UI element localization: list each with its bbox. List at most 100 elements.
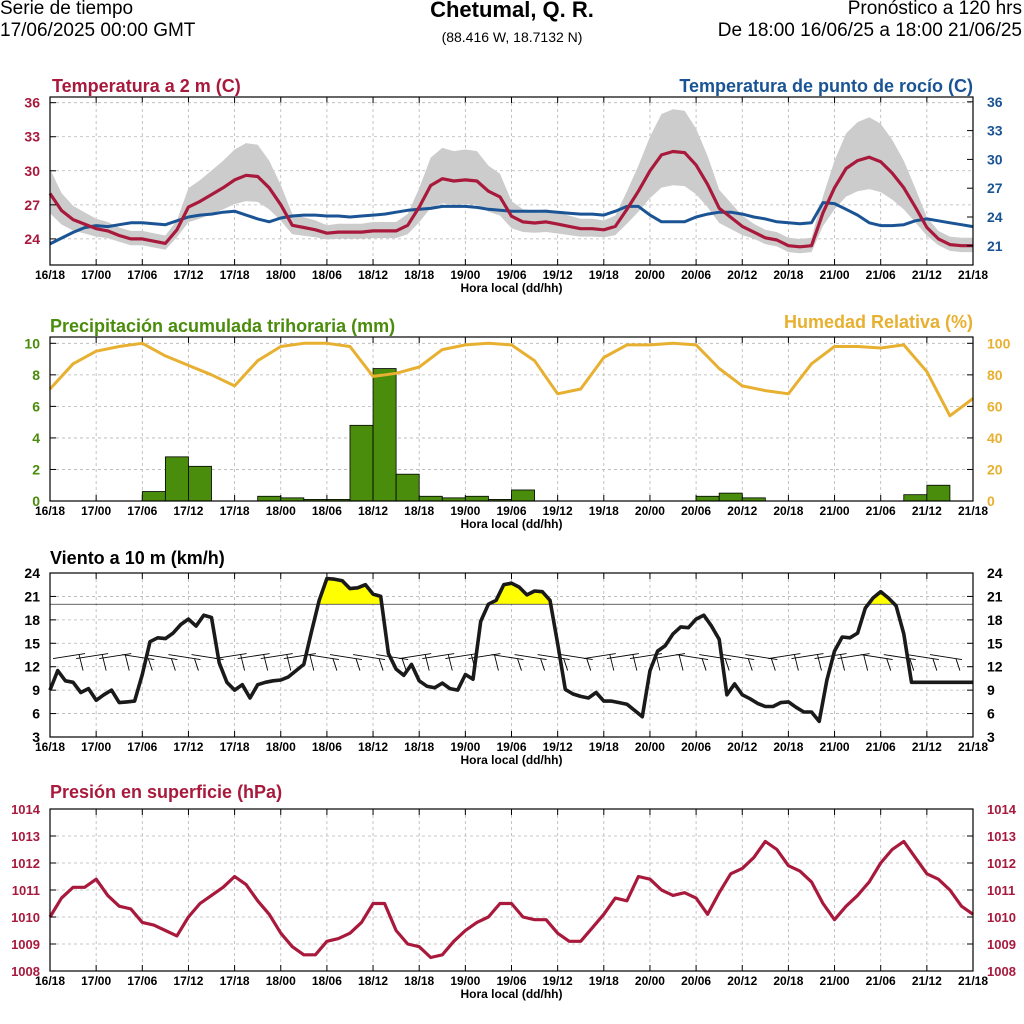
wind-barb-shaft — [237, 653, 270, 660]
wind-barb-shaft — [814, 653, 847, 660]
pressure-xtick-label: 21/18 — [958, 974, 988, 988]
temp-xtick-label: 20/12 — [727, 268, 757, 282]
wind-barb-shaft — [145, 654, 178, 661]
wind-barb-shaft — [929, 654, 962, 661]
wind-barb-shaft — [352, 654, 386, 661]
pressure-ytick-label-right: 1009 — [987, 937, 1016, 952]
precip-xtick-label: 20/18 — [773, 504, 803, 518]
precip-bar — [164, 456, 189, 502]
pressure-xtick-label: 21/00 — [820, 974, 850, 988]
wind-barb-flag — [932, 658, 938, 671]
precip-x-axis-label: Hora local (dd/hh) — [461, 517, 563, 531]
temperature-line — [48, 149, 973, 249]
wind-xtick-label: 17/06 — [127, 740, 157, 754]
wind-barb-shaft — [837, 653, 870, 660]
temp-xtick-label: 20/18 — [773, 268, 803, 282]
wind-barb-shaft — [583, 653, 616, 660]
pressure-ytick-label-left: 1012 — [11, 856, 40, 871]
temp-xtick-label: 19/18 — [589, 268, 619, 282]
wind-barb-shaft — [883, 654, 916, 661]
temperature-title: Temperatura a 2 m (C) — [52, 76, 241, 96]
pressure-xtick-label: 17/18 — [220, 974, 250, 988]
pressure-xtick-label: 20/18 — [773, 974, 803, 988]
forecast-period: De 18:00 16/06/25 a 18:00 21/06/25 — [717, 20, 1022, 41]
wind-ytick-label-right: 6 — [987, 706, 995, 722]
precip-ytick-label-right: 100 — [987, 335, 1011, 351]
wind-barb-shaft — [260, 653, 293, 660]
wind-xtick-label: 16/18 — [35, 740, 65, 754]
wind-ytick-label-right: 21 — [987, 588, 1003, 604]
wind-barb-shaft — [422, 653, 455, 660]
temp-xtick-label: 18/00 — [266, 268, 296, 282]
precip-bar — [257, 495, 282, 502]
temp-xtick-label: 20/00 — [635, 268, 665, 282]
precip-xtick-label: 19/12 — [543, 504, 573, 518]
pressure-xtick-label: 20/06 — [681, 974, 711, 988]
wind-xtick-label: 21/12 — [912, 740, 942, 754]
precip-xtick-label: 19/06 — [496, 504, 526, 518]
precip-bar — [188, 465, 212, 502]
wind-barb-flag — [517, 658, 522, 671]
wind-barb-shaft — [329, 654, 363, 661]
wind-barb-shaft — [906, 654, 939, 661]
precip-bar — [903, 494, 928, 502]
wind-ytick-label-left: 3 — [32, 729, 40, 745]
wind-barb-flag — [332, 658, 338, 671]
wind-barb-flag — [170, 658, 176, 671]
pressure-ytick-label-left: 1008 — [11, 964, 40, 979]
wind-barb-shaft — [860, 654, 893, 661]
precip-ytick-label-right: 40 — [987, 430, 1003, 446]
wind-barb-flag — [793, 654, 799, 671]
precip-bar — [395, 473, 420, 502]
pressure-xtick-label: 21/06 — [866, 974, 896, 988]
pressure-xtick-label: 19/00 — [450, 974, 480, 988]
wind-barb-shaft — [768, 653, 801, 660]
wind-ytick-label-left: 12 — [24, 659, 40, 675]
precip-xtick-label: 20/12 — [727, 504, 757, 518]
precip-xtick-label: 18/18 — [404, 504, 434, 518]
wind-xtick-label: 18/00 — [266, 740, 296, 754]
dewpoint-title: Temperatura de punto de rocío (C) — [679, 76, 973, 96]
wind-barb-shaft — [306, 654, 339, 661]
wind-barb-flag — [817, 654, 822, 671]
temp-xtick-label: 17/00 — [81, 268, 111, 282]
precip-ytick-label-left: 4 — [32, 430, 40, 446]
precip-bar — [349, 424, 374, 502]
pressure-ytick-label-right: 1011 — [987, 883, 1015, 898]
precip-bar — [418, 495, 443, 502]
wind-barb-flag — [955, 658, 961, 671]
temp-ytick-label-left: 33 — [24, 129, 40, 145]
wind-barb-flag — [124, 654, 130, 671]
wind-barb-shaft — [560, 654, 593, 661]
pressure-xtick-label: 17/00 — [81, 974, 111, 988]
pressure-xtick-label: 18/12 — [358, 974, 388, 988]
pressure-xtick-label: 18/18 — [404, 974, 434, 988]
wind-xtick-label: 18/06 — [312, 740, 342, 754]
wind-ytick-label-left: 18 — [24, 612, 40, 628]
wind-ytick-label-left: 15 — [24, 635, 40, 651]
humidity-title: Humedad Relativa (%) — [784, 312, 973, 332]
precip-ytick-label-left: 8 — [32, 367, 40, 383]
pressure-xtick-label: 17/06 — [127, 974, 157, 988]
wind-barb-flag — [632, 654, 638, 671]
page-title: Chetumal, Q. R. — [430, 0, 594, 22]
wind-xtick-label: 19/00 — [450, 740, 480, 754]
precip-title: Precipitación acumulada trihoraria (mm) — [50, 316, 395, 336]
wind-xtick-label: 20/00 — [635, 740, 665, 754]
wind-barb-flag — [840, 654, 845, 671]
wind-barb-flag — [401, 658, 407, 671]
precip-ytick-label-left: 2 — [32, 461, 40, 477]
wind-xtick-label: 17/00 — [81, 740, 111, 754]
wind-ytick-label-right: 24 — [987, 565, 1003, 581]
precip-ytick-label-right: 0 — [987, 493, 995, 509]
precip-xtick-label: 21/00 — [820, 504, 850, 518]
wind-barb-flag — [701, 658, 707, 671]
temp-ytick-label-left: 24 — [24, 231, 40, 247]
wind-barb-shaft — [491, 654, 524, 661]
humidity-line — [48, 341, 974, 418]
wind-barb-flag — [770, 658, 776, 671]
temp-ytick-label-left: 27 — [24, 197, 40, 213]
precip-xtick-label: 17/12 — [173, 504, 203, 518]
wind-barb-flag — [78, 654, 84, 671]
precip-xtick-label: 17/18 — [220, 504, 250, 518]
